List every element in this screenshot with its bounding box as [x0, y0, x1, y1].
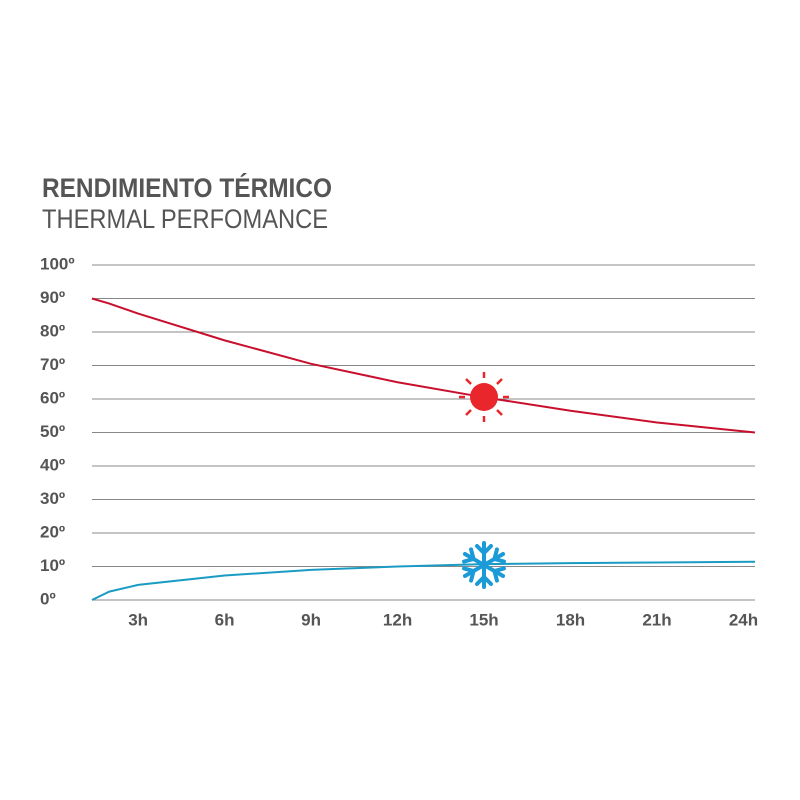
- x-tick-label: 6h: [215, 610, 235, 629]
- y-tick-label: 100º: [40, 254, 75, 273]
- x-tick-label: 18h: [556, 610, 585, 629]
- x-tick-label: 9h: [301, 610, 321, 629]
- x-tick-label: 12h: [383, 610, 412, 629]
- y-tick-label: 20º: [40, 522, 65, 541]
- x-tick-label: 3h: [128, 610, 148, 629]
- line: [91, 297, 756, 434]
- y-tick-label: 80º: [40, 321, 65, 340]
- chart-title: RENDIMIENTO TÉRMICO: [42, 172, 332, 203]
- y-tick-label: 40º: [40, 455, 65, 474]
- chart-subtitle: THERMAL PERFOMANCE: [42, 204, 328, 234]
- y-tick-label: 50º: [40, 422, 65, 441]
- x-tick-label: 21h: [642, 610, 671, 629]
- snowflake-icon: [459, 541, 509, 589]
- y-tick-label: 70º: [40, 355, 65, 374]
- y-tick-label: 0º: [40, 589, 56, 608]
- sun-icon: [459, 372, 509, 422]
- y-tick-label: 90º: [40, 288, 65, 307]
- line: [91, 560, 756, 601]
- y-tick-label: 60º: [40, 388, 65, 407]
- y-tick-label: 10º: [40, 556, 65, 575]
- x-tick-label: 24h: [729, 610, 758, 629]
- x-tick-label: 15h: [469, 610, 498, 629]
- y-tick-label: 30º: [40, 489, 65, 508]
